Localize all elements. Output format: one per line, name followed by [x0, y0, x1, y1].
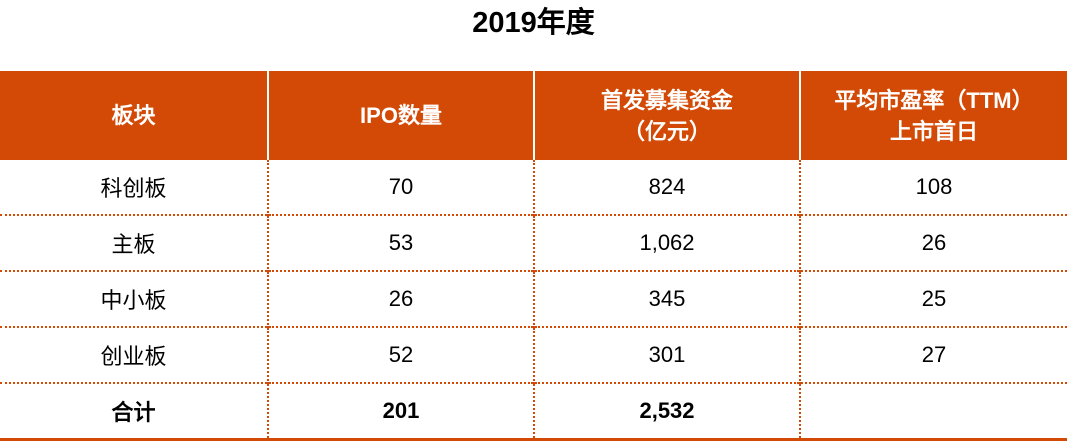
cell-funds-raised: 345 [533, 270, 800, 327]
table-row: 创业板 52 301 27 [0, 326, 1067, 383]
cell-pe-ratio: 25 [799, 270, 1067, 327]
cell-total-ipo-count: 201 [267, 382, 534, 441]
cell-total-label: 合计 [0, 382, 268, 441]
header-funds-raised-label: 首发募集资金 [600, 87, 733, 113]
cell-funds-raised: 1,062 [533, 214, 800, 271]
cell-board: 主板 [0, 214, 268, 271]
cell-total-pe-ratio [799, 382, 1067, 441]
page-title: 2019年度 [472, 7, 595, 39]
table-header: 板块 IPO数量 首发募集资金 （亿元） 平均市盈率（TTM） 上市首日 [0, 71, 1067, 160]
table-row: 中小板 26 345 25 [0, 270, 1067, 327]
cell-pe-ratio: 27 [799, 326, 1067, 383]
header-pe-ratio-sublabel: 上市首日 [889, 118, 978, 144]
header-board: 板块 [0, 71, 268, 160]
cell-total-funds-raised: 2,532 [533, 382, 800, 441]
cell-pe-ratio: 108 [799, 160, 1067, 215]
ipo-summary-table: 板块 IPO数量 首发募集资金 （亿元） 平均市盈率（TTM） 上市首日 科创板… [0, 71, 1067, 441]
table-row: 主板 53 1,062 26 [0, 214, 1067, 271]
cell-board: 创业板 [0, 326, 268, 383]
cell-board: 中小板 [0, 270, 268, 327]
cell-funds-raised: 301 [533, 326, 800, 383]
header-funds-raised-unit: （亿元） [622, 118, 711, 144]
header-funds-raised: 首发募集资金 （亿元） [533, 71, 800, 160]
table-body: 科创板 70 824 108 主板 53 1,062 26 中小板 26 345… [0, 160, 1067, 441]
total-row: 合计 201 2,532 [0, 382, 1067, 441]
cell-ipo-count: 26 [267, 270, 534, 327]
header-ipo-count-label: IPO数量 [360, 103, 442, 128]
cell-pe-ratio: 26 [799, 214, 1067, 271]
cell-ipo-count: 70 [267, 160, 534, 215]
header-pe-ratio: 平均市盈率（TTM） 上市首日 [799, 71, 1067, 160]
header-row: 板块 IPO数量 首发募集资金 （亿元） 平均市盈率（TTM） 上市首日 [0, 71, 1067, 160]
table-row: 科创板 70 824 108 [0, 160, 1067, 215]
cell-ipo-count: 52 [267, 326, 534, 383]
cell-board: 科创板 [100, 176, 167, 201]
header-board-label: 板块 [111, 103, 156, 128]
header-ipo-count: IPO数量 [267, 71, 534, 160]
cell-funds-raised: 824 [533, 160, 800, 215]
header-pe-ratio-label: 平均市盈率（TTM） [834, 87, 1034, 113]
cell-ipo-count: 53 [267, 214, 534, 271]
